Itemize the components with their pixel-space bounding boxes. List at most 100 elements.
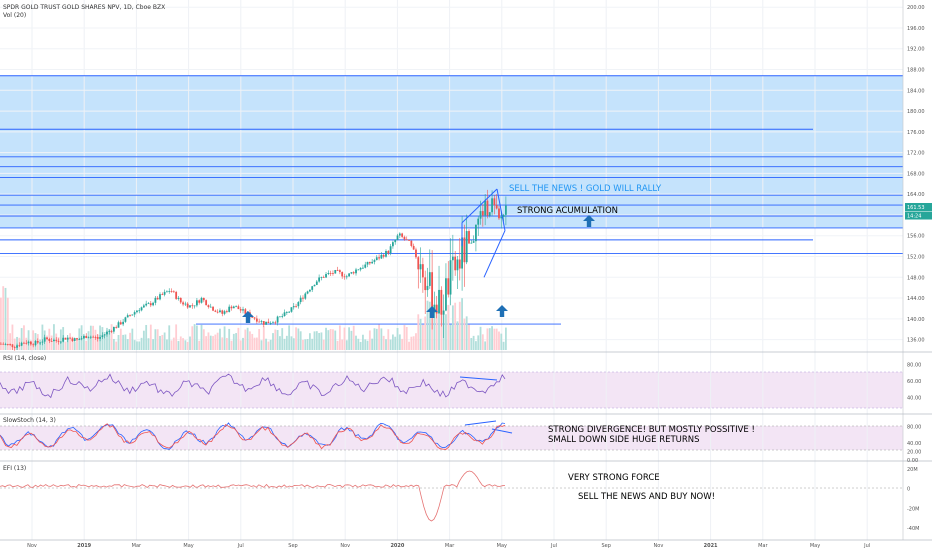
- volume-bar: [364, 339, 367, 350]
- time-axis[interactable]: Nov 2019 Mar May Jul Sep Nov 2020 Mar May Jul Sep No…: [27, 543, 870, 549]
- volume-bar: [216, 332, 219, 350]
- volume-bar: [472, 335, 475, 350]
- candle-body: [396, 235, 399, 240]
- annotation-arrows: [242, 215, 595, 323]
- volume-bar: [382, 335, 385, 350]
- volume-bar: [73, 341, 76, 350]
- volume-bar: [484, 341, 487, 350]
- volume-bar: [410, 336, 413, 350]
- volume-bar: [136, 341, 138, 350]
- volume-bar: [179, 336, 182, 350]
- candle-body: [154, 297, 157, 303]
- candle-body: [387, 251, 390, 254]
- candle-body: [115, 326, 118, 328]
- volume-bar: [205, 336, 208, 350]
- candle-body: [198, 300, 201, 303]
- volume-bar: [108, 329, 111, 350]
- candle-body: [76, 338, 78, 340]
- price-tick: 192.00: [907, 47, 925, 53]
- candle-body: [505, 205, 507, 215]
- volume-bar: [0, 297, 2, 350]
- volume-bar: [401, 338, 404, 350]
- volume-bar: [76, 340, 78, 350]
- candle-body: [219, 310, 221, 313]
- candle-body: [403, 236, 406, 240]
- candle-body: [59, 341, 62, 343]
- volume-bar: [198, 340, 201, 350]
- volume-bar: [260, 340, 263, 350]
- volume-bar: [9, 333, 12, 350]
- volume-bar: [145, 324, 148, 350]
- candle-body: [34, 340, 37, 346]
- horizontal-levels: [0, 75, 903, 325]
- price-tick: 144.00: [907, 296, 925, 302]
- candle-body: [408, 239, 410, 241]
- volume-bar: [129, 332, 131, 350]
- stoch-tick: 0.00: [907, 458, 918, 464]
- divergence-line: [464, 420, 497, 426]
- price-tick: 180.00: [907, 109, 925, 115]
- annotation-downside: SMALL DOWN SIDE HUGE RETURNS: [548, 435, 700, 445]
- volume-bar: [387, 329, 390, 350]
- candle-body: [481, 211, 484, 216]
- last-price-tag: [905, 203, 932, 212]
- volume-bar: [315, 331, 318, 350]
- candle-body: [458, 259, 461, 269]
- candle-body: [262, 321, 265, 325]
- volume-bar: [426, 300, 429, 350]
- volume-bar: [304, 339, 307, 350]
- candle-body: [315, 281, 318, 285]
- candle-body: [283, 312, 286, 317]
- volume-bar: [290, 336, 293, 350]
- candle-body: [345, 276, 348, 278]
- candle-body: [202, 297, 205, 301]
- candle-body: [159, 294, 161, 300]
- candle-body: [276, 316, 279, 323]
- volume-bar: [140, 337, 143, 350]
- candle-body: [394, 239, 397, 243]
- candle-body: [53, 339, 55, 342]
- volume-bar: [32, 330, 35, 350]
- candle-body: [96, 337, 99, 339]
- price-tick: 172.00: [907, 151, 925, 157]
- candle-body: [6, 344, 9, 345]
- stoch-d-line: [0, 423, 506, 450]
- volume-bar: [433, 308, 436, 350]
- volume-bar: [66, 339, 69, 350]
- time-tick: Mar: [758, 543, 768, 549]
- rsi-tick: 40.00: [907, 395, 921, 401]
- volume-bar: [373, 328, 376, 350]
- stoch-tick: 20.00: [907, 450, 921, 456]
- volume-bar: [297, 328, 300, 350]
- volume-bar: [191, 326, 194, 350]
- up-arrow-icon: [242, 311, 254, 323]
- candle-body: [122, 321, 125, 325]
- price-axis[interactable]: 200.00 196.00 192.00 188.00 184.00 180.00 176.…: [907, 5, 925, 532]
- up-arrow-icon: [583, 215, 595, 227]
- stoch-tick: 80.00: [907, 424, 921, 430]
- volume-bar: [435, 311, 438, 350]
- volume-bar: [53, 324, 55, 350]
- volume-bar: [265, 338, 267, 350]
- candle-body: [2, 343, 5, 345]
- stoch-k-line: [0, 422, 506, 450]
- volume-bar: [69, 333, 71, 350]
- candle-body: [438, 289, 440, 314]
- annotation-divergence: STRONG DIVERGENCE! BUT MOSTLY POSSITIVE …: [548, 425, 755, 435]
- candle-body: [454, 256, 457, 271]
- candle-body: [288, 311, 291, 313]
- candle-body: [318, 277, 321, 282]
- candle-body: [495, 205, 498, 209]
- candle-body: [491, 198, 493, 213]
- candle-body: [92, 336, 95, 338]
- volume-bar: [338, 325, 341, 350]
- volume-bar: [500, 333, 503, 350]
- volume-bar: [394, 336, 397, 350]
- volume-bar: [253, 337, 256, 350]
- volume-bar: [465, 316, 468, 350]
- candle-body: [461, 237, 463, 269]
- volume-bar: [87, 331, 90, 350]
- volume-bar: [219, 328, 221, 350]
- volume-bar: [288, 325, 291, 350]
